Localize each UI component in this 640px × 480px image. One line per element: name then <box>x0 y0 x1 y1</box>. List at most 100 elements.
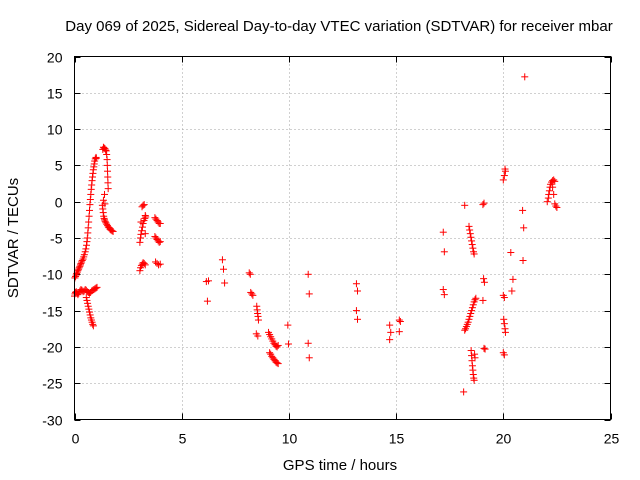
data-point <box>471 296 479 304</box>
y-tick-label: -10 <box>42 267 62 283</box>
data-point <box>519 206 527 214</box>
data-point <box>84 299 92 307</box>
data-point <box>245 269 253 277</box>
data-point <box>387 328 395 336</box>
data-point <box>156 219 164 227</box>
data-point <box>501 328 509 336</box>
data-point <box>81 248 89 256</box>
x-axis-label: GPS time / hours <box>283 457 397 474</box>
data-point <box>468 241 476 249</box>
data-point <box>141 261 149 269</box>
data-point <box>83 296 91 304</box>
x-tick-label: 5 <box>179 431 187 447</box>
data-point <box>480 344 488 352</box>
data-point <box>509 275 517 283</box>
y-tick-label: -20 <box>42 340 62 356</box>
data-point <box>274 360 282 368</box>
data-point <box>553 204 561 212</box>
data-point <box>78 257 86 265</box>
data-point <box>84 302 92 310</box>
data-point <box>75 264 83 272</box>
data-point <box>549 183 557 191</box>
data-point <box>304 270 312 278</box>
data-point <box>305 290 313 298</box>
data-point <box>138 223 146 231</box>
data-point <box>471 354 479 362</box>
data-point <box>467 233 475 241</box>
data-point <box>472 294 480 302</box>
data-point <box>500 172 508 180</box>
x-tick-label: 25 <box>604 431 620 447</box>
data-point <box>521 73 529 81</box>
data-point <box>254 316 262 324</box>
data-point <box>440 248 448 256</box>
data-point <box>205 277 212 285</box>
data-point <box>136 238 144 246</box>
data-point <box>89 322 97 330</box>
data-point <box>354 287 362 295</box>
plot-frame <box>74 56 611 420</box>
y-tick-label: -5 <box>50 231 63 247</box>
data-point <box>550 176 558 184</box>
data-point <box>352 307 360 315</box>
data-point <box>74 267 82 275</box>
data-point <box>101 217 109 225</box>
grid-lines <box>74 56 611 420</box>
data-point <box>543 198 551 206</box>
data-point <box>102 146 110 154</box>
data-point <box>72 272 80 280</box>
data-point <box>461 326 469 334</box>
data-point <box>138 227 146 235</box>
data-point <box>520 224 528 232</box>
data-point <box>137 218 145 226</box>
data-point <box>464 318 472 326</box>
y-tick-label: 15 <box>47 86 63 102</box>
data-point <box>469 244 477 252</box>
data-point <box>273 343 281 351</box>
data-point <box>466 230 474 238</box>
chart-title: Day 069 of 2025, Sidereal Day-to-day VTE… <box>65 18 612 35</box>
data-point <box>74 291 82 299</box>
data-point <box>284 321 292 329</box>
data-point <box>221 279 229 287</box>
data-point <box>507 249 515 257</box>
data-point <box>109 227 117 235</box>
data-point <box>82 245 90 253</box>
data-point <box>85 305 93 313</box>
y-tick-label: 10 <box>47 122 63 138</box>
data-point <box>220 265 228 273</box>
data-point <box>91 155 99 163</box>
data-point <box>550 190 558 198</box>
data-point <box>203 297 211 305</box>
data-point <box>101 200 109 208</box>
data-point <box>468 237 476 245</box>
data-point <box>139 201 147 209</box>
data-point <box>440 291 448 299</box>
data-point <box>467 310 475 318</box>
data-point <box>82 294 90 302</box>
y-tick-labels: -30 -25 -20 -15 -10 -5 0 5 10 15 20 <box>42 50 62 429</box>
data-point <box>136 267 144 275</box>
data-point <box>101 216 109 224</box>
data-point <box>99 196 107 204</box>
data-point <box>480 275 488 283</box>
data-point <box>501 165 509 173</box>
data-point <box>86 311 94 319</box>
data-point <box>78 258 86 266</box>
data-point <box>249 291 257 299</box>
data-point <box>468 304 476 312</box>
data-point <box>156 238 164 246</box>
data-point <box>92 284 100 292</box>
data-point <box>469 301 477 309</box>
data-point <box>352 280 360 288</box>
data-point <box>396 317 404 325</box>
data-point <box>500 315 508 323</box>
data-point <box>439 228 447 236</box>
data-point <box>500 320 508 328</box>
data-point <box>545 187 553 195</box>
data-point <box>101 190 109 198</box>
data-point <box>137 230 145 238</box>
data-point <box>274 341 282 349</box>
x-tick-label: 15 <box>389 431 405 447</box>
data-point <box>480 278 488 286</box>
